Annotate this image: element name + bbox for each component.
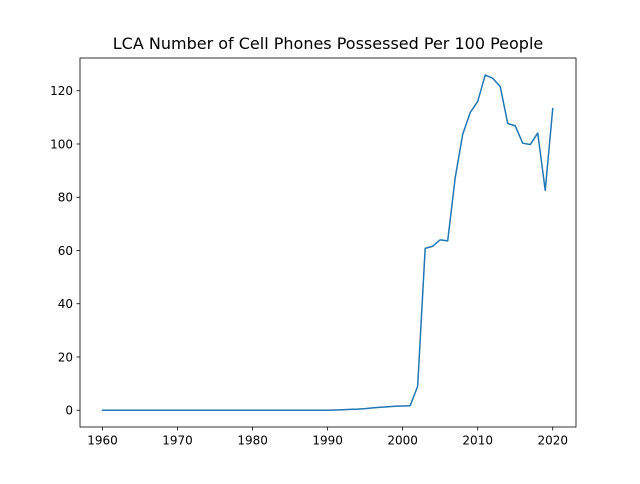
y-tick-label: 100 — [50, 137, 73, 151]
y-tick-label: 120 — [50, 84, 73, 98]
x-tick-label: 1970 — [162, 434, 193, 448]
chart-title: LCA Number of Cell Phones Possessed Per … — [113, 34, 543, 53]
y-tick-label: 0 — [65, 404, 73, 418]
series-line-0 — [101, 74, 554, 411]
y-tick-label: 20 — [58, 350, 73, 364]
axes-layer — [79, 57, 577, 428]
y-tick-label: 60 — [58, 244, 73, 258]
x-tick-label: 1990 — [312, 434, 343, 448]
y-tick-label: 80 — [58, 191, 73, 205]
y-tick-label: 40 — [58, 297, 73, 311]
plot-frame — [79, 57, 577, 428]
x-tick-label: 1980 — [237, 434, 268, 448]
series-layer — [101, 74, 554, 411]
x-tick-label: 2010 — [462, 434, 493, 448]
x-tick-label: 2020 — [537, 434, 568, 448]
x-tick-label: 2000 — [387, 434, 418, 448]
x-tick-label: 1960 — [87, 434, 118, 448]
ticks-layer: 1960 1970 1980 1990 2000 2010 2020 0 20 40 60 80 100… — [50, 84, 568, 447]
